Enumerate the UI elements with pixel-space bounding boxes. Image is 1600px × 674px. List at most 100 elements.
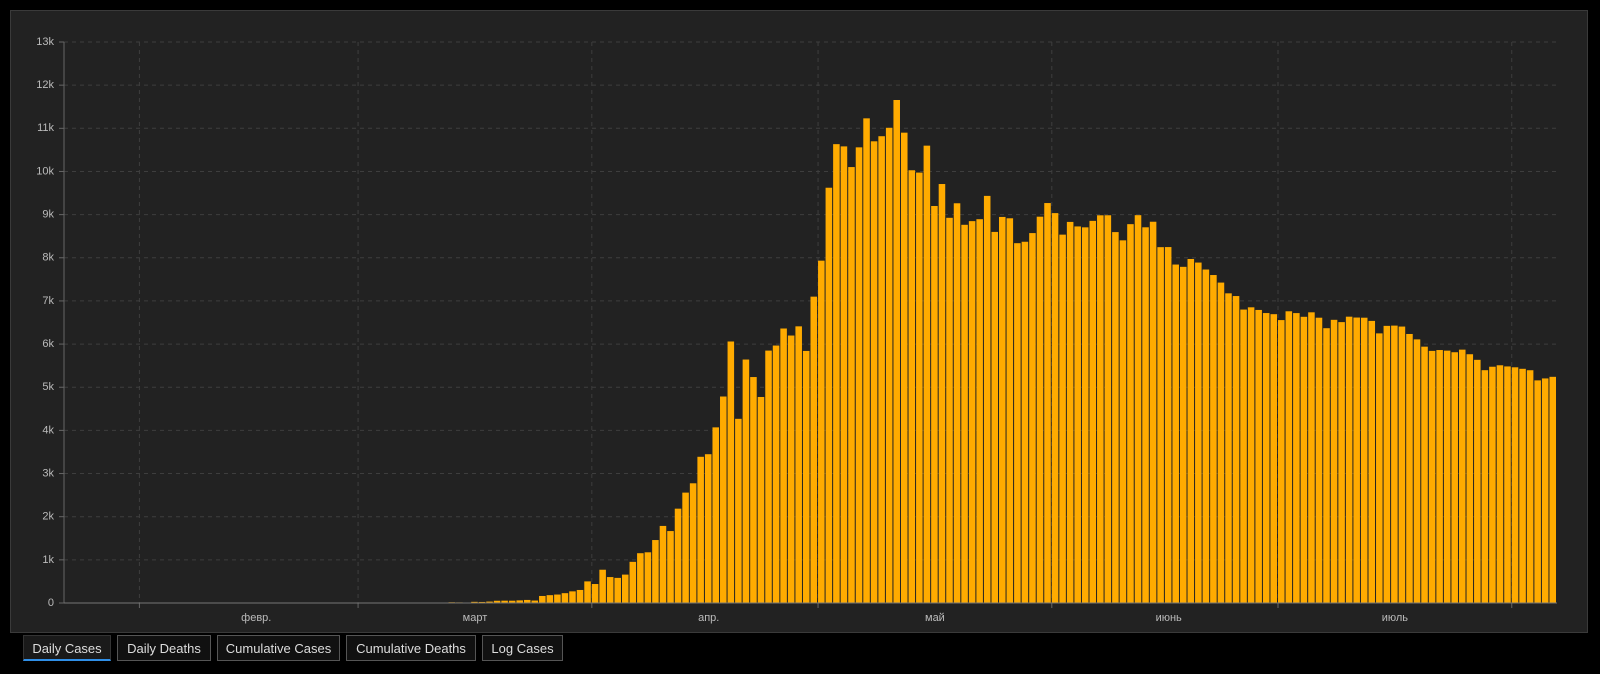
- bar: [674, 508, 682, 603]
- tab[interactable]: Daily Deaths: [117, 635, 211, 661]
- y-tick-label: 8k: [42, 252, 54, 264]
- bar: [1066, 221, 1074, 603]
- bar: [1338, 322, 1345, 603]
- bar: [1051, 213, 1059, 604]
- bar: [916, 172, 923, 603]
- bar: [983, 195, 991, 604]
- bar: [1406, 333, 1413, 603]
- bar: [1195, 262, 1202, 603]
- bar: [644, 552, 652, 603]
- bar: [1119, 240, 1127, 603]
- bar: [1541, 378, 1549, 603]
- bar: [900, 132, 908, 603]
- bar: [1104, 215, 1112, 603]
- bar: [1330, 319, 1338, 603]
- bar: [1496, 365, 1504, 603]
- bar: [1293, 313, 1300, 603]
- bar: [1089, 220, 1097, 604]
- bar: [1127, 224, 1134, 603]
- y-tick-label: 13k: [36, 36, 54, 48]
- bar: [1481, 370, 1489, 603]
- bar: [1097, 215, 1104, 603]
- bar: [1383, 325, 1391, 603]
- bar: [1360, 317, 1368, 603]
- x-tick-label: май: [925, 612, 945, 624]
- bar: [961, 224, 968, 604]
- bar: [999, 216, 1006, 604]
- bar: [659, 525, 667, 603]
- bar: [818, 260, 825, 603]
- bar: [1270, 314, 1278, 603]
- bar: [561, 593, 569, 603]
- bar: [1262, 313, 1270, 603]
- bar: [1368, 320, 1376, 603]
- x-tick-label: июнь: [1156, 612, 1182, 624]
- bar: [727, 341, 735, 603]
- bar: [848, 167, 855, 603]
- bar: [825, 187, 833, 604]
- bar: [1458, 349, 1466, 603]
- x-tick-label: февр.: [241, 612, 271, 624]
- bar: [863, 118, 870, 603]
- tab[interactable]: Cumulative Cases: [217, 635, 340, 661]
- y-tick-label: 9k: [42, 209, 54, 221]
- bar: [968, 221, 976, 603]
- tab[interactable]: Cumulative Deaths: [346, 635, 476, 661]
- bar: [908, 170, 916, 603]
- bar: [893, 99, 900, 603]
- bar: [1300, 316, 1308, 603]
- bar: [946, 217, 953, 603]
- bar: [516, 600, 523, 603]
- bar: [1149, 221, 1157, 603]
- bar: [855, 147, 863, 603]
- bar: [1451, 352, 1458, 603]
- bar: [523, 599, 531, 603]
- bar: [1029, 233, 1036, 603]
- tab[interactable]: Daily Cases: [23, 635, 111, 661]
- bar: [697, 456, 704, 603]
- bar: [1489, 366, 1496, 603]
- bar: [991, 231, 999, 603]
- bar: [1202, 269, 1210, 603]
- bar: [1534, 380, 1541, 603]
- bar: [1391, 325, 1398, 603]
- x-tick-label: июль: [1382, 612, 1409, 624]
- bar: [870, 141, 878, 603]
- bar: [614, 577, 621, 603]
- bar: [787, 335, 795, 603]
- tab[interactable]: Log Cases: [482, 635, 563, 661]
- bar: [840, 146, 848, 603]
- bar: [1142, 227, 1149, 603]
- bar: [689, 483, 697, 603]
- y-tick-label: 3k: [42, 467, 54, 479]
- bar: [584, 581, 591, 603]
- bar: [652, 540, 659, 603]
- bar: [478, 601, 486, 603]
- bar: [1210, 275, 1217, 603]
- bar: [629, 561, 637, 603]
- bar: [765, 350, 772, 603]
- bar: [1006, 218, 1014, 604]
- bar: [938, 184, 946, 604]
- bar: [810, 296, 818, 603]
- bar: [772, 345, 780, 603]
- bar: [923, 145, 931, 604]
- bar: [878, 136, 885, 604]
- bar: [1074, 226, 1081, 603]
- bar: [1398, 326, 1406, 603]
- bar: [953, 203, 961, 603]
- bar: [1511, 367, 1519, 603]
- bar: [569, 591, 576, 603]
- bar: [1466, 354, 1474, 603]
- bar: [1308, 312, 1315, 603]
- bar: [1059, 234, 1066, 603]
- bar: [1217, 282, 1225, 603]
- bar: [576, 589, 584, 603]
- bar: [795, 326, 802, 603]
- bar: [1285, 311, 1293, 603]
- bar: [885, 127, 893, 603]
- bar: [471, 601, 478, 603]
- bar: [1187, 258, 1195, 603]
- bar: [531, 600, 539, 603]
